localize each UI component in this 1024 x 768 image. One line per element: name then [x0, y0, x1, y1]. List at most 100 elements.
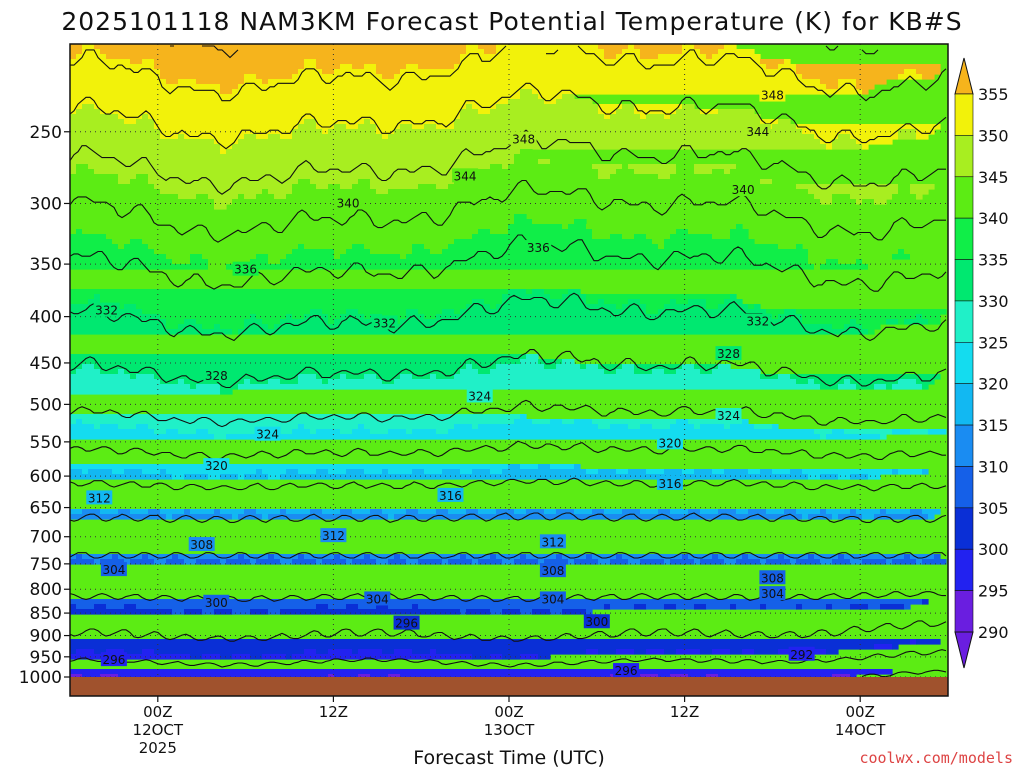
x-tick-label: 13OCT [484, 721, 535, 739]
colorbar-label: 350 [978, 126, 1009, 145]
colorbar-swatch [954, 590, 974, 633]
credit-link[interactable]: coolwx.com/models [859, 749, 1013, 767]
contour-label: 300 [203, 594, 230, 610]
contour-label: 324 [715, 408, 742, 423]
contour-label: 300 [583, 614, 610, 629]
contour-label: 296 [100, 652, 127, 667]
contour-label-text: 316 [659, 477, 682, 491]
contour-label: 304 [100, 562, 127, 577]
contour-label-text: 332 [95, 304, 118, 318]
colorbar-swatch [954, 548, 974, 591]
colorbar-swatch [954, 424, 974, 467]
contour-label-text: 320 [659, 436, 682, 450]
contour-label: 296 [393, 615, 420, 631]
colorbar-swatch [954, 259, 974, 302]
y-tick-label: 1000 [19, 668, 62, 688]
colorbar-label: 340 [978, 209, 1009, 228]
contour-label-text: 304 [366, 592, 389, 606]
contour-label-text: 320 [205, 459, 228, 473]
y-tick-label: 350 [30, 255, 62, 275]
colorbar-swatch [954, 93, 974, 136]
contour-label: 304 [759, 586, 786, 601]
x-axis-label: Forecast Time (UTC) [413, 747, 604, 768]
y-tick-label: 800 [30, 580, 62, 600]
x-tick-label: 00Z [494, 703, 523, 721]
contour-label: 344 [744, 123, 771, 139]
contour-label-text: 344 [746, 125, 769, 139]
colorbar-label: 290 [978, 623, 1009, 642]
colorbar-bottom-arrow [954, 631, 974, 669]
contour-label: 336 [232, 261, 259, 277]
contour-label: 348 [510, 131, 537, 147]
colorbar-label: 320 [978, 375, 1009, 394]
contour-label: 324 [466, 388, 493, 403]
x-tick-label: 2025 [139, 739, 177, 757]
colorbar-label: 310 [978, 457, 1009, 476]
contour-label-text: 332 [746, 315, 769, 329]
y-tick-label: 500 [30, 395, 62, 415]
contour-label-text: 304 [102, 563, 125, 577]
contour-label: 316 [437, 487, 464, 503]
chart-title: 2025101118 NAM3KM Forecast Potential Tem… [61, 7, 962, 36]
colorbar-label: 330 [978, 292, 1009, 311]
contour-label-text: 304 [541, 592, 564, 606]
contour-label: 308 [539, 563, 566, 578]
contour-label-text: 336 [527, 241, 550, 255]
colorbar-label: 315 [978, 416, 1009, 435]
colorbar-swatch [954, 466, 974, 509]
colorbar: 355 350 345 340 335 330 325 320 315 310 305 300 295 2… [954, 57, 1009, 669]
colorbar-swatch [954, 176, 974, 219]
y-tick-label: 600 [30, 467, 62, 487]
contour-label-text: 296 [395, 617, 418, 631]
contour-label: 336 [525, 240, 552, 255]
colorbar-label: 295 [978, 582, 1009, 601]
contour-label: 332 [744, 313, 771, 329]
x-tick-label: 12Z [670, 703, 699, 721]
contour-label: 328 [715, 346, 742, 361]
y-tick-label: 700 [30, 528, 62, 548]
contour-label-text: 312 [541, 535, 564, 549]
contour-label-text: 332 [373, 316, 396, 330]
contour-label-text: 324 [717, 409, 740, 423]
contour-label: 304 [364, 591, 391, 606]
contour-label: 320 [656, 435, 683, 450]
contour-label: 312 [320, 528, 347, 543]
contour-label-text: 296 [102, 653, 125, 667]
contour-label-text: 328 [717, 347, 740, 361]
contour-label: 324 [254, 426, 281, 442]
contour-label-text: 292 [790, 648, 813, 662]
contour-label: 304 [539, 591, 566, 606]
colorbar-label: 335 [978, 251, 1009, 270]
contour-label-text: 324 [256, 428, 279, 442]
ground-surface [70, 677, 948, 696]
contour-label-text: 300 [585, 615, 608, 629]
colorbar-label: 300 [978, 540, 1009, 559]
y-axis: 250 300 350 400 450 500 550 600 650 700 750 800 850 9… [19, 123, 70, 688]
contour-label-text: 340 [337, 196, 360, 210]
y-tick-label: 750 [30, 555, 62, 575]
contour-label-text: 336 [234, 263, 257, 277]
contour-label: 328 [203, 367, 230, 383]
y-tick-label: 250 [30, 123, 62, 143]
contour-label: 308 [188, 537, 215, 552]
plot-area: 348 348 344 344 340 340 336 336 332 332 332 328 328 3… [69, 43, 949, 697]
colorbar-top-arrow [954, 57, 974, 95]
x-tick-label: 00Z [846, 703, 875, 721]
colorbar-label: 355 [978, 85, 1009, 104]
contour-label: 332 [93, 302, 120, 318]
x-tick-label: 00Z [143, 703, 172, 721]
colorbar-label: 305 [978, 499, 1009, 518]
contour-label: 312 [539, 534, 566, 549]
contour-label-text: 312 [88, 491, 111, 505]
contour-label: 292 [788, 646, 815, 662]
y-tick-label: 650 [30, 499, 62, 519]
contour-label: 340 [335, 195, 362, 210]
colorbar-swatch [954, 342, 974, 384]
colorbar-swatch [954, 217, 974, 260]
y-tick-label: 450 [30, 354, 62, 374]
y-tick-label: 850 [30, 604, 62, 624]
contour-label-text: 300 [205, 596, 228, 610]
colorbar-swatch [954, 135, 974, 178]
